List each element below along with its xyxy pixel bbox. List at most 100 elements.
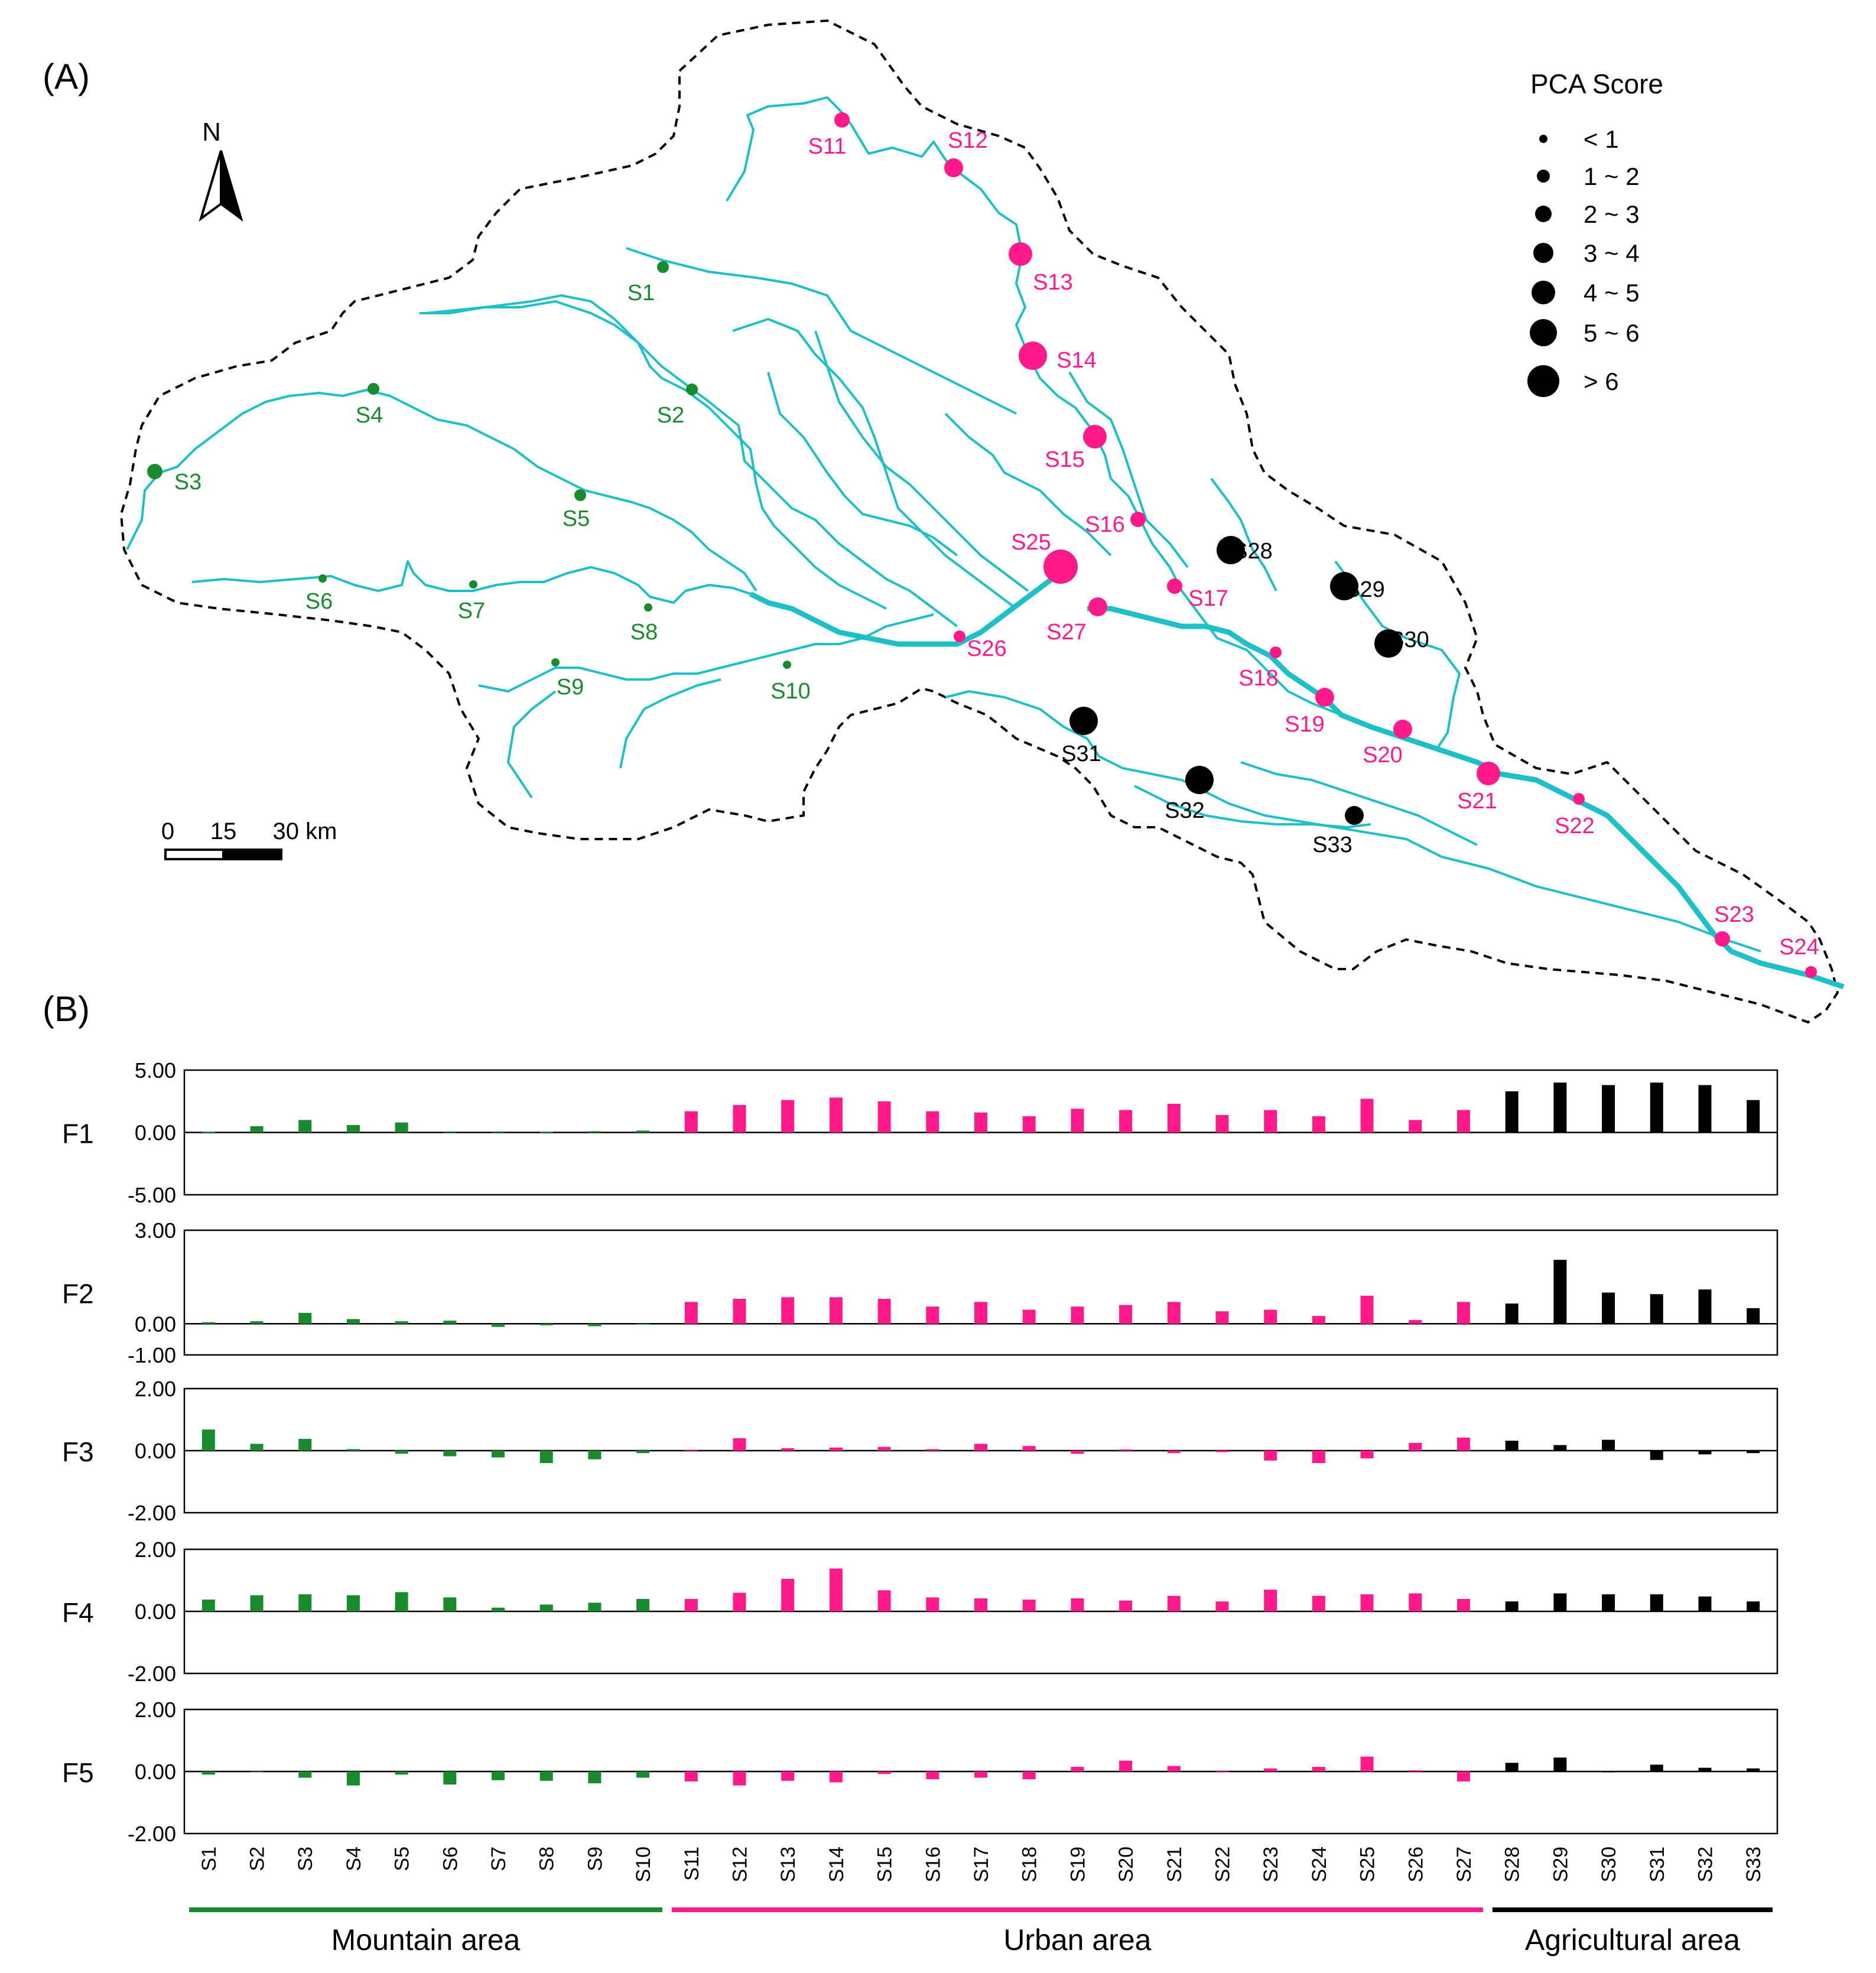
bar-f2-s11 [684,1302,698,1324]
x-tick-label: S11 [681,1847,703,1881]
panel-f2: 3.00 0.00 -1.00 F2 [62,1218,1779,1367]
bar-f5-s19 [1071,1767,1084,1772]
site-label-s16: S16 [1085,512,1125,537]
site-label-s18: S18 [1238,666,1279,691]
bar-f4-s22 [1215,1601,1229,1611]
x-tick-label: S15 [874,1847,896,1883]
bar-f3-s2 [250,1444,264,1451]
bar-f2-s25 [1360,1295,1374,1324]
bar-f5-s4 [346,1772,360,1786]
bar-f5-s18 [1022,1772,1036,1780]
bar-f2-s31 [1650,1294,1663,1324]
x-tick-label: S27 [1453,1847,1475,1883]
legend-items: < 1 1 ~ 2 2 ~ 3 3 ~ 4 4 ~ 5 5 ~ 6 > 6 [1527,125,1640,397]
bar-f5-s8 [539,1772,553,1781]
bar-f5-s21 [1167,1766,1181,1772]
panel-b-label: (B) [43,989,90,1029]
bar-f4-s6 [443,1597,457,1611]
bar-f1-s12 [733,1105,746,1133]
bar-f4-s20 [1119,1600,1133,1611]
bar-f2-s29 [1553,1260,1567,1324]
bar-f1-s16 [926,1111,939,1133]
bar-f4-s31 [1650,1594,1663,1611]
legend-item-label: 5 ~ 6 [1584,319,1640,347]
bar-f1-s31 [1650,1083,1663,1133]
bar-f3-s21 [1167,1451,1181,1454]
bar-f2-s32 [1698,1289,1712,1324]
bar-f5-s26 [1409,1770,1422,1772]
y-tick-label: -2.00 [128,1501,176,1525]
pca-legend: PCA Score < 1 1 ~ 2 2 ~ 3 3 ~ 4 4 ~ 5 5 ~ 6 > … [1527,69,1663,397]
legend-item-label: 4 ~ 5 [1584,279,1640,307]
x-tick-label: S8 [536,1847,558,1871]
bar-f4-s8 [539,1604,553,1611]
site-marker-s27 [1088,597,1107,616]
bar-f4-s33 [1747,1601,1760,1611]
site-marker-s30 [1374,629,1403,658]
bar-f2-s5 [395,1321,408,1324]
site-marker-s28 [1217,536,1245,564]
bar-f5-s31 [1650,1764,1663,1772]
bar-f3-s29 [1553,1445,1567,1451]
bar-f3-s28 [1505,1441,1519,1451]
factor-label: F1 [62,1119,94,1149]
y-tick-label: 0.00 [135,1312,176,1336]
legend-dot [1527,365,1559,397]
bar-f4-s23 [1264,1590,1277,1611]
bar-f3-s30 [1602,1439,1615,1451]
bar-f1-s26 [1409,1120,1422,1133]
site-label-s3: S3 [174,470,201,495]
bar-f1-s19 [1071,1109,1084,1133]
y-tick-label: -2.00 [128,1822,176,1846]
panel-frame [183,1229,1779,1356]
site-marker-s12 [944,158,963,177]
bar-f4-s28 [1505,1601,1519,1611]
site-marker-s29 [1330,572,1358,600]
scale-bar: 0 15 30 km [161,818,337,860]
site-label-s11: S11 [808,134,847,159]
site-marker-s3 [147,464,162,479]
bar-f1-s1 [201,1132,215,1133]
bar-f5-s27 [1456,1772,1470,1782]
bar-f5-s10 [636,1772,650,1778]
bar-f3-s6 [443,1451,457,1457]
site-label-s8: S8 [630,620,658,645]
group-label: Agricultural area [1525,1923,1740,1956]
site-marker-s24 [1805,966,1817,978]
x-tick-label: S33 [1742,1847,1765,1883]
bar-f5-s25 [1360,1756,1374,1772]
bar-f4-s32 [1698,1596,1712,1611]
factor-panels: 5.00 0.00 -5.00 F1 3.00 0.00 -1.00 F2 2.00 0.00 -2… [62,1058,1779,1846]
bar-f1-s17 [974,1112,987,1133]
bar-f1-s23 [1264,1110,1277,1133]
panel-f4: 2.00 0.00 -2.00 F4 [62,1538,1779,1686]
bar-f1-s25 [1360,1098,1374,1133]
site-label-s1: S1 [627,281,655,305]
bar-f5-s7 [492,1772,505,1780]
site-label-s32: S32 [1165,798,1205,823]
site-marker-s7 [469,580,477,589]
bar-f2-s1 [201,1322,215,1324]
scale-label-30: 30 km [273,818,337,844]
x-tick-label: S16 [922,1847,944,1883]
site-marker-s6 [318,574,327,583]
x-tick-label: S31 [1646,1847,1669,1883]
site-marker-s32 [1185,766,1214,794]
bar-f4-s14 [829,1568,843,1611]
bar-f2-s10 [636,1324,650,1325]
x-tick-label: S12 [729,1847,752,1883]
bar-f2-s6 [443,1320,457,1324]
bar-f4-s29 [1553,1593,1567,1611]
bar-f5-s6 [443,1772,457,1785]
bar-f1-s30 [1602,1085,1615,1133]
bar-f5-s14 [829,1772,843,1783]
x-tick-label: S30 [1598,1847,1620,1883]
site-label-s15: S15 [1045,447,1085,472]
bar-f3-s1 [201,1429,215,1451]
legend-dot [1530,319,1557,346]
legend-dot [1537,170,1550,183]
factor-label: F5 [62,1757,94,1788]
legend-dot [1533,243,1553,263]
site-marker-s11 [834,112,850,128]
